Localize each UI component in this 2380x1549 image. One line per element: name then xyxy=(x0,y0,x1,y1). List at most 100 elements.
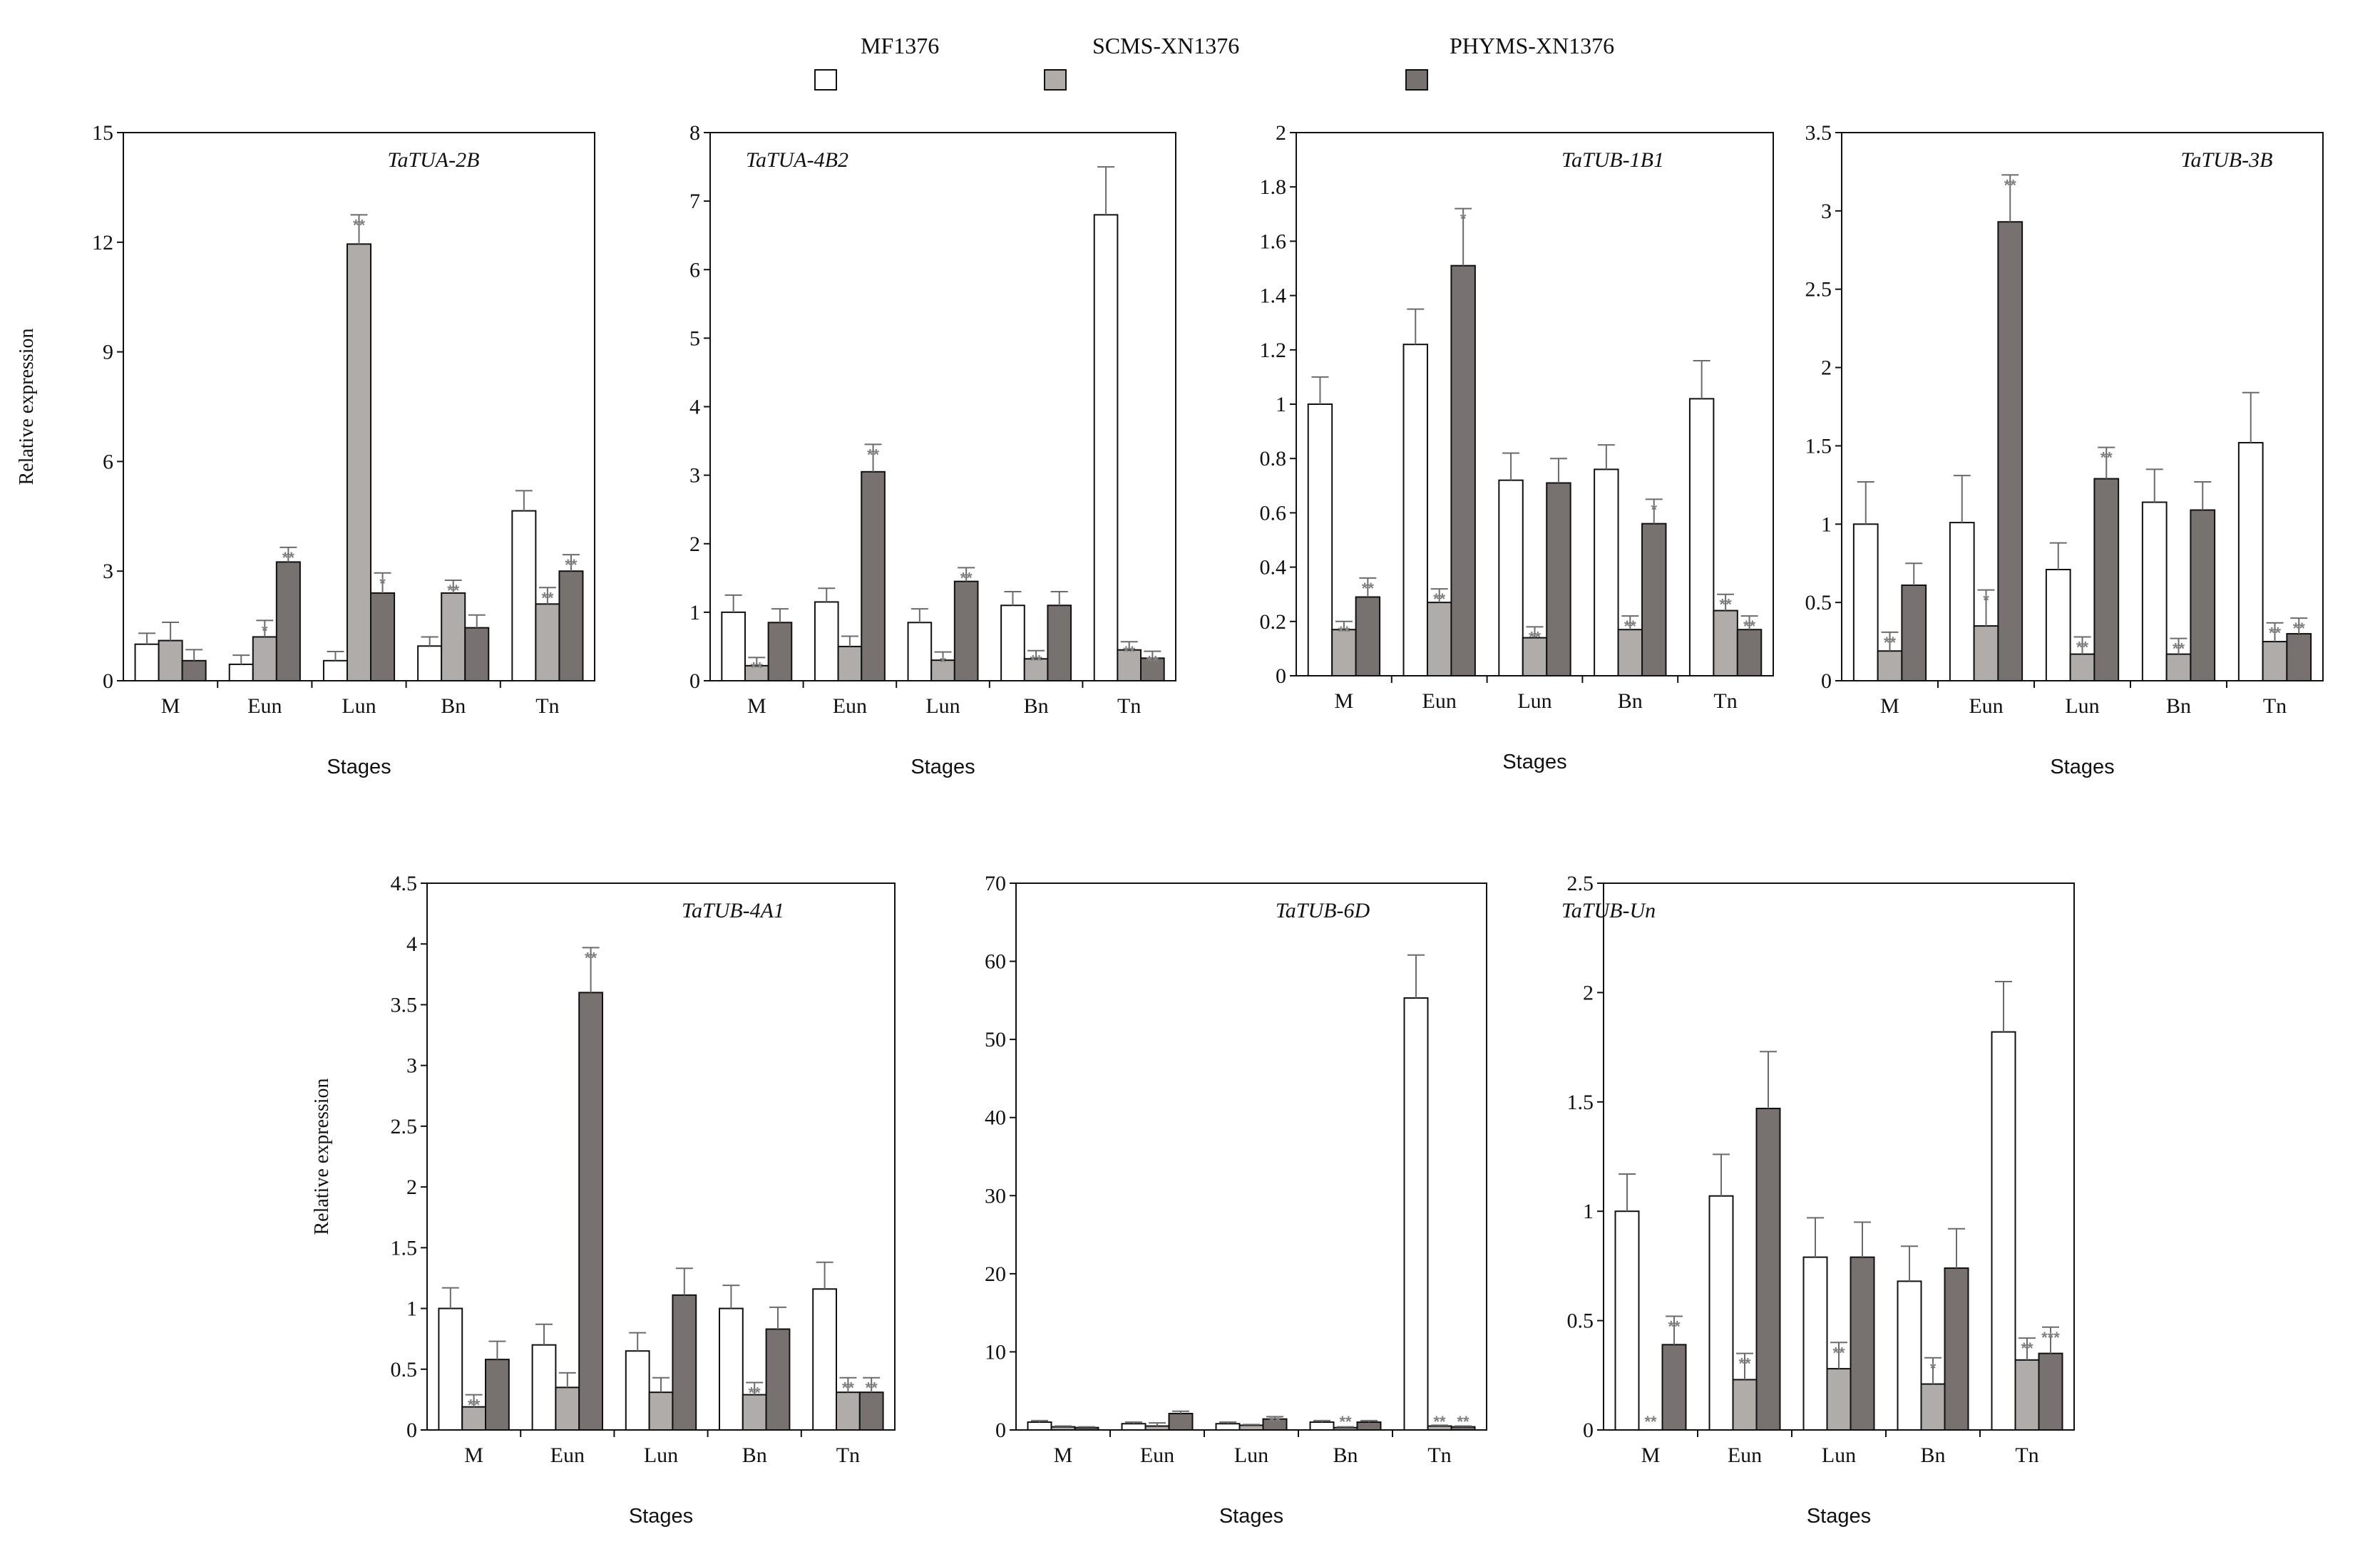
y-tick-label: 2 xyxy=(689,532,700,556)
bar xyxy=(1802,1256,1828,1431)
significance-marker: *** xyxy=(2041,1329,2060,1347)
significance-marker: ** xyxy=(1433,590,1446,608)
bar xyxy=(1000,604,1025,682)
significance-marker: ** xyxy=(541,589,554,607)
x-tick-label: M xyxy=(1641,1443,1661,1467)
bar xyxy=(1522,637,1548,676)
x-tick-label: Lun xyxy=(1822,1443,1856,1467)
y-tick-label: 0.5 xyxy=(391,1358,418,1381)
y-tick-label: 2 xyxy=(1276,121,1286,145)
significance-marker: ** xyxy=(1123,643,1136,661)
chart-title: TaTUB-Un xyxy=(1561,899,1656,922)
x-axis-label: Stages xyxy=(1502,751,1566,773)
significance-marker: ** xyxy=(1147,653,1159,671)
y-tick-label: 2 xyxy=(1821,356,1832,380)
y-tick-label: 0 xyxy=(689,669,700,693)
y-tick-label: 0 xyxy=(1821,669,1832,693)
significance-marker: ** xyxy=(1743,617,1756,635)
x-axis-label: Stages xyxy=(911,756,975,778)
chart-title: TaTUB-6D xyxy=(1276,899,1370,922)
bar xyxy=(531,1344,557,1431)
y-tick-label: 1 xyxy=(406,1297,417,1321)
x-tick-label: Tn xyxy=(1117,694,1141,718)
chart-tatub-1b1: 00.20.40.60.811.21.41.61.82M Eun Lun Bn Tn**… xyxy=(1260,121,1774,773)
y-tick-label: 0.4 xyxy=(1260,556,1287,580)
bar xyxy=(346,243,372,681)
bar xyxy=(814,601,839,681)
legend: MF1376 SCMS-XN1376 PHYMS-XN1376 xyxy=(814,33,1614,91)
significance-marker: ** xyxy=(2076,638,2089,656)
bar xyxy=(1027,1421,1052,1431)
chart-tatub-3b: 00.511.522.533.5M Eun Lun Bn Tn***** ********… xyxy=(1805,121,2324,778)
x-tick-label: M xyxy=(1880,694,1899,718)
bar xyxy=(1732,1379,1758,1431)
y-tick-label: 1 xyxy=(1276,393,1286,416)
bar xyxy=(1168,1412,1194,1431)
significance-marker: ** xyxy=(2101,449,2113,467)
bar xyxy=(1402,344,1428,676)
x-tick-label: Tn xyxy=(2263,694,2287,718)
significance-marker: ** xyxy=(1433,1413,1446,1431)
bar xyxy=(1050,1426,1076,1431)
bar xyxy=(2093,478,2120,681)
significance-marker: ** xyxy=(1832,1344,1845,1362)
significance-marker: ** xyxy=(1884,634,1897,652)
chart-title: TaTUB-4A1 xyxy=(682,899,784,922)
x-tick-label: Lun xyxy=(925,694,960,718)
significance-marker: ** xyxy=(749,1384,761,1402)
bar xyxy=(1713,609,1738,676)
bar xyxy=(1688,398,1715,676)
bar xyxy=(1498,479,1524,676)
x-tick-label: Eun xyxy=(833,694,867,718)
bar xyxy=(2190,509,2216,681)
bar xyxy=(1973,625,1999,681)
bar xyxy=(370,592,396,682)
bar xyxy=(1331,629,1357,676)
x-axis-label: Stages xyxy=(1807,1505,1871,1528)
y-tick-label: 7 xyxy=(689,190,700,213)
y-tick-label: 1.5 xyxy=(1805,434,1832,458)
bar xyxy=(1944,1267,1969,1431)
y-tick-label: 0.5 xyxy=(1567,1309,1594,1333)
chart-tatub-4a1: 0 0.5 1 1.5 2 2.5 3 3.5 4 4.5 M Eun Lun Bn Tn ** ** ** ** *… xyxy=(311,872,896,1528)
bar xyxy=(1594,468,1619,676)
y-tick-label: 1 xyxy=(1821,513,1832,536)
y-tick-label: 50 xyxy=(985,1028,1006,1051)
significance-marker: * xyxy=(940,654,946,671)
bar xyxy=(511,510,537,681)
bar xyxy=(625,1350,650,1431)
bar xyxy=(1641,523,1667,677)
x-tick-label: Bn xyxy=(1618,689,1643,713)
bar xyxy=(1852,523,1879,681)
x-tick-label: Lun xyxy=(342,694,376,718)
bar xyxy=(1617,629,1643,676)
significance-marker: ** xyxy=(1738,1355,1751,1373)
x-tick-label: M xyxy=(161,694,180,718)
significance-marker: ** xyxy=(1268,1413,1281,1431)
significance-marker: ** xyxy=(960,569,973,587)
y-tick-label: 3 xyxy=(689,464,700,488)
x-tick-label: M xyxy=(464,1443,483,1467)
significance-marker: ** xyxy=(1362,580,1375,597)
significance-marker: * xyxy=(262,622,268,639)
x-axis-label: Stages xyxy=(1219,1505,1283,1528)
legend-label-phyms: PHYMS-XN1376 xyxy=(1450,33,1614,58)
bar xyxy=(1307,403,1333,676)
significance-marker: ** xyxy=(2173,640,2185,658)
y-tick-label: 1.6 xyxy=(1260,230,1287,253)
y-tick-label: 40 xyxy=(985,1106,1006,1130)
bar xyxy=(1074,1426,1099,1431)
chart-tatub-6d: 0 10 20 30 40 50 60 70 M Eun Lun Bn Tn ** ** ** ** TaTUB-… xyxy=(985,872,1487,1528)
x-tick-label: Bn xyxy=(1333,1443,1358,1467)
bar xyxy=(1877,650,1903,681)
x-tick-label: Lun xyxy=(1234,1443,1268,1467)
y-tick-label: 15 xyxy=(92,121,113,145)
significance-marker: * xyxy=(1930,1359,1937,1377)
bar xyxy=(858,1391,884,1431)
significance-marker: ** xyxy=(1457,1413,1469,1431)
bar xyxy=(836,1391,861,1431)
bar xyxy=(1403,997,1429,1431)
bar xyxy=(2262,641,2288,681)
x-tick-label: M xyxy=(1335,689,1354,713)
significance-marker: ** xyxy=(1339,1413,1352,1431)
